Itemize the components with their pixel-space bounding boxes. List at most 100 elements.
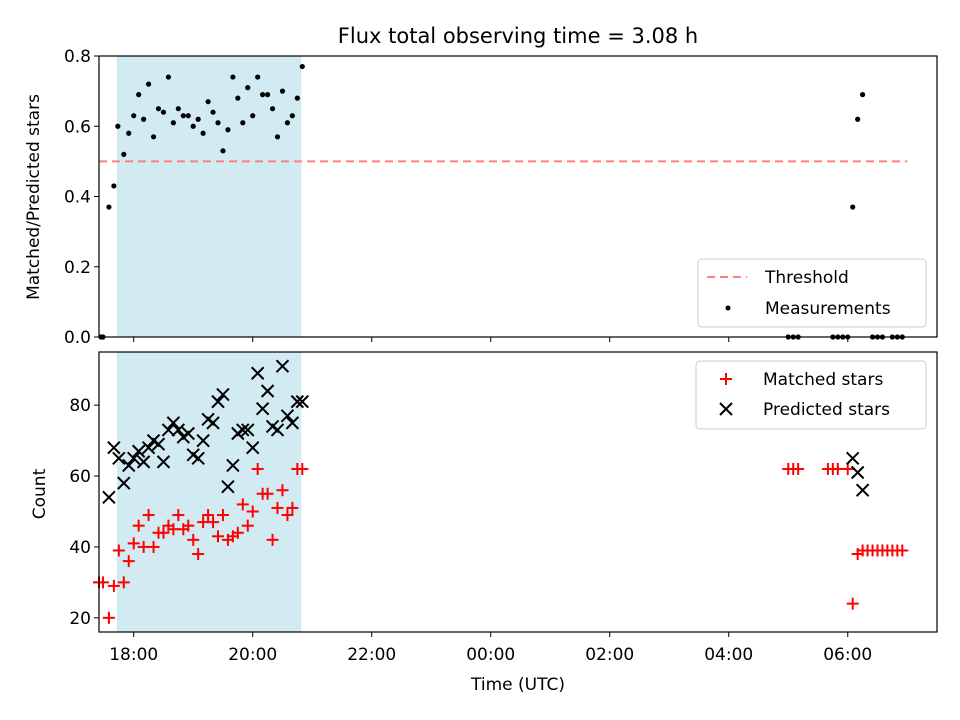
measurement-point <box>136 92 142 98</box>
x-tick-label: 06:00 <box>823 645 872 665</box>
measurement-point <box>240 120 246 126</box>
predicted-stars-point <box>260 384 275 398</box>
measurement-point <box>121 151 127 157</box>
matched-stars-point <box>107 579 120 592</box>
measurement-point <box>180 113 186 119</box>
legend-predicted-label: Predicted stars <box>763 400 890 420</box>
predicted-stars-point <box>166 416 181 430</box>
x-tick-label: 04:00 <box>704 645 753 665</box>
measurement-point <box>106 204 112 210</box>
matched-stars-point <box>182 519 195 532</box>
chart-title: Flux total observing time = 3.08 h <box>338 24 698 48</box>
measurement-point <box>185 113 191 119</box>
predicted-stars-point <box>285 416 300 430</box>
count-axes-frame <box>98 351 938 633</box>
y-tick-label: 40 <box>69 538 91 558</box>
measurement-point <box>215 120 221 126</box>
measurement-point <box>299 63 305 70</box>
measurement-point <box>860 92 866 98</box>
measurement-point <box>115 123 121 129</box>
predicted-stars-point <box>206 416 220 430</box>
measurement-point <box>141 116 147 122</box>
matched-stars-point <box>841 462 854 475</box>
x-tick-label: 00:00 <box>466 645 515 665</box>
matched-stars-point <box>236 498 249 511</box>
measurement-point <box>111 183 117 189</box>
ratio-shaded-region <box>116 56 302 337</box>
measurement-point <box>225 127 231 133</box>
y-tick-label: 0.0 <box>64 328 91 348</box>
measurement-point <box>160 109 167 115</box>
measurement-point <box>145 81 152 87</box>
measurement-point <box>205 99 211 105</box>
panel-ratio: 0.00.20.40.60.8 Matched/Predicted stars … <box>24 47 938 348</box>
y-tick-label: 0.6 <box>64 117 91 137</box>
measurement-point <box>279 88 286 94</box>
predicted-stars-point <box>117 476 131 490</box>
x-tick-label: 02:00 <box>585 645 634 665</box>
measurement-point <box>274 134 281 140</box>
matched-stars-point <box>281 509 294 522</box>
y-tick-label: 80 <box>69 396 91 416</box>
matched-stars-point <box>266 533 279 546</box>
predicted-stars-point <box>196 433 210 448</box>
matched-stars-point <box>117 576 130 589</box>
measurement-point <box>220 148 226 154</box>
matched-stars-point <box>157 526 170 539</box>
matched-stars-point <box>792 462 805 475</box>
predicted-stars-point <box>181 426 195 441</box>
legend-matched-swatch <box>720 373 732 385</box>
predicted-stars-point <box>226 458 240 473</box>
predicted-stars-point <box>246 440 260 455</box>
matched-stars-point <box>276 484 289 497</box>
predicted-stars-point <box>290 394 305 409</box>
predicted-stars-point <box>141 440 156 455</box>
legend-measurements-swatch <box>725 305 731 311</box>
predicted-stars-point <box>241 423 255 437</box>
measurement-point <box>855 116 861 122</box>
matched-stars-point <box>212 530 225 543</box>
measurement-point <box>175 106 181 112</box>
measurement-point <box>210 109 216 115</box>
predicted-stars-point <box>211 394 225 409</box>
x-axis-label: Time (UTC) <box>470 675 565 695</box>
legend-threshold-label: Threshold <box>764 268 849 288</box>
matched-stars-point <box>896 544 909 557</box>
matched-stars-point <box>142 509 155 522</box>
matched-stars-point <box>187 533 200 546</box>
count-shaded-region <box>116 352 302 632</box>
predicted-stars-point <box>112 451 126 466</box>
matched-stars-point <box>241 519 254 532</box>
measurement-point <box>289 113 295 119</box>
predicted-stars-point <box>191 451 205 466</box>
measurement-point <box>155 106 162 112</box>
predicted-stars-point <box>221 479 235 494</box>
matched-stars-point <box>132 519 145 532</box>
predicted-stars-point <box>280 409 295 423</box>
measurement-point <box>126 130 132 136</box>
predicted-stars-point <box>855 483 870 497</box>
predicted-stars-point <box>102 490 116 505</box>
x-tick-label: 20:00 <box>228 645 277 665</box>
x-tick-label: 18:00 <box>109 645 158 665</box>
legend-measurements-label: Measurements <box>765 299 891 319</box>
y-tick-label: 20 <box>69 609 91 629</box>
measurement-point <box>255 74 261 80</box>
predicted-stars-point <box>236 423 250 437</box>
count-legend: Matched stars Predicted stars <box>695 360 927 430</box>
matched-stars-point <box>112 544 125 557</box>
panel-count: 20 40 60 80 18:00 20:00 22:00 00:00 02:00 04:00 0… <box>30 351 938 695</box>
measurement-point <box>284 120 291 126</box>
measurement-point <box>200 130 206 136</box>
matched-stars-point <box>147 540 160 553</box>
measurement-point <box>165 74 172 80</box>
measurement-point <box>230 74 236 80</box>
ratio-y-axis-label: Matched/Predicted stars <box>24 94 44 300</box>
legend-predicted-swatch <box>719 402 733 416</box>
matched-stars-point <box>231 526 244 539</box>
x-tick-label: 22:00 <box>347 645 396 665</box>
matched-stars-point <box>207 516 220 529</box>
measurement-point <box>294 95 300 101</box>
predicted-stars-point <box>295 394 310 409</box>
